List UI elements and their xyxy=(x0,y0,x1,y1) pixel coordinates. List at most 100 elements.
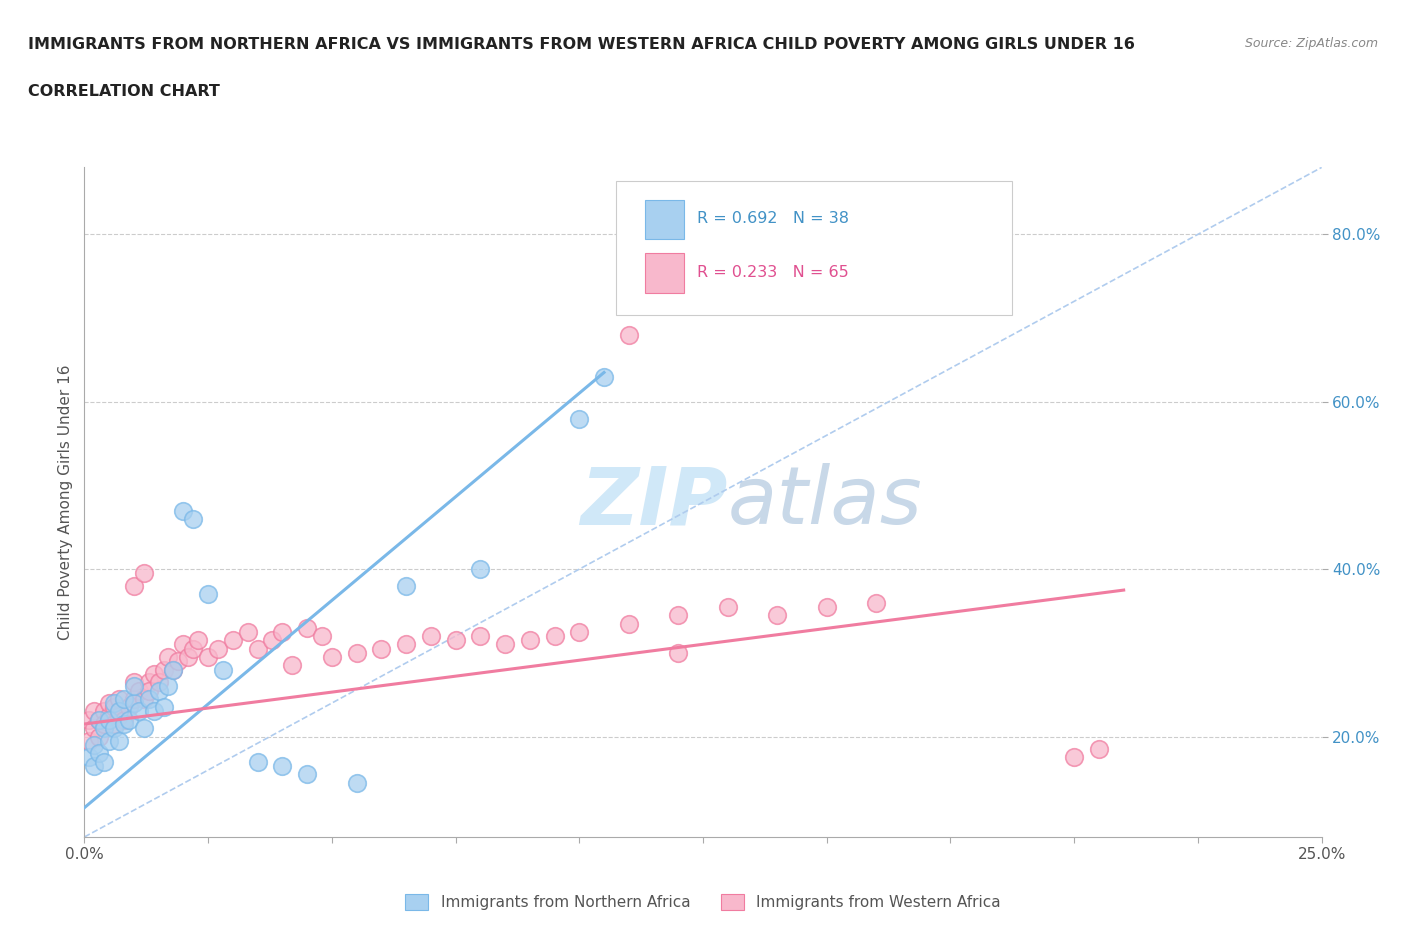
Point xyxy=(246,754,269,769)
Point xyxy=(103,717,125,732)
FancyBboxPatch shape xyxy=(616,180,1012,314)
Point xyxy=(142,666,165,681)
Point xyxy=(108,733,131,748)
Y-axis label: Child Poverty Among Girls Under 16: Child Poverty Among Girls Under 16 xyxy=(58,365,73,640)
Point xyxy=(370,642,392,657)
Point xyxy=(83,759,105,774)
Point xyxy=(617,327,640,342)
FancyBboxPatch shape xyxy=(645,253,685,293)
Point xyxy=(666,608,689,623)
Point xyxy=(138,683,160,698)
Text: ZIP: ZIP xyxy=(581,463,728,541)
Point xyxy=(181,642,204,657)
Point xyxy=(197,587,219,602)
Point xyxy=(132,565,155,580)
Point xyxy=(236,625,259,640)
Point xyxy=(79,712,101,727)
Point xyxy=(419,629,441,644)
Text: Source: ZipAtlas.com: Source: ZipAtlas.com xyxy=(1244,37,1378,50)
Point xyxy=(83,721,105,736)
Point xyxy=(593,369,616,384)
Point xyxy=(148,683,170,698)
Point xyxy=(395,578,418,593)
Point xyxy=(148,675,170,690)
Legend: Immigrants from Northern Africa, Immigrants from Western Africa: Immigrants from Northern Africa, Immigra… xyxy=(399,888,1007,916)
Point xyxy=(108,709,131,724)
Point xyxy=(118,712,141,727)
Point xyxy=(152,700,174,715)
Point xyxy=(395,637,418,652)
Point xyxy=(98,733,121,748)
Point xyxy=(666,645,689,660)
Point xyxy=(83,704,105,719)
Point xyxy=(187,632,209,647)
Point xyxy=(271,625,294,640)
Point xyxy=(122,578,145,593)
Point xyxy=(246,642,269,657)
Point xyxy=(89,712,111,727)
Point xyxy=(103,721,125,736)
Point xyxy=(295,620,318,635)
Point xyxy=(568,411,591,426)
Point xyxy=(162,662,184,677)
Point xyxy=(122,679,145,694)
Point xyxy=(543,629,565,644)
Point xyxy=(103,700,125,715)
Point xyxy=(93,754,115,769)
Text: CORRELATION CHART: CORRELATION CHART xyxy=(28,84,219,99)
Point xyxy=(1088,742,1111,757)
Point xyxy=(157,650,180,665)
Point xyxy=(172,503,194,518)
Point xyxy=(766,608,789,623)
Point xyxy=(108,704,131,719)
Point xyxy=(122,692,145,707)
Point xyxy=(89,729,111,744)
Point xyxy=(152,662,174,677)
Point xyxy=(132,721,155,736)
Point xyxy=(138,675,160,690)
Point xyxy=(103,696,125,711)
Point xyxy=(222,632,245,647)
Point xyxy=(112,692,135,707)
Point xyxy=(494,637,516,652)
Point xyxy=(93,704,115,719)
Point xyxy=(865,595,887,610)
Point xyxy=(568,625,591,640)
Point xyxy=(83,737,105,752)
Point xyxy=(295,766,318,781)
Point xyxy=(346,776,368,790)
Point xyxy=(138,692,160,707)
Point xyxy=(470,629,492,644)
Point xyxy=(93,721,115,736)
Point xyxy=(122,675,145,690)
Point xyxy=(132,692,155,707)
Text: R = 0.692   N = 38: R = 0.692 N = 38 xyxy=(697,211,849,227)
Point xyxy=(112,712,135,727)
Point xyxy=(108,692,131,707)
Point xyxy=(128,683,150,698)
Point xyxy=(262,632,284,647)
Point xyxy=(177,650,200,665)
Point xyxy=(197,650,219,665)
Text: IMMIGRANTS FROM NORTHERN AFRICA VS IMMIGRANTS FROM WESTERN AFRICA CHILD POVERTY : IMMIGRANTS FROM NORTHERN AFRICA VS IMMIG… xyxy=(28,37,1135,52)
Point xyxy=(93,717,115,732)
Point xyxy=(281,658,304,673)
Point xyxy=(167,654,190,669)
Point xyxy=(321,650,343,665)
Point xyxy=(470,562,492,577)
Point xyxy=(162,662,184,677)
Point xyxy=(128,704,150,719)
Point xyxy=(617,616,640,631)
Point xyxy=(89,746,111,761)
Point xyxy=(444,632,467,647)
Point xyxy=(98,709,121,724)
Text: R = 0.233   N = 65: R = 0.233 N = 65 xyxy=(697,265,849,280)
Point xyxy=(815,600,838,615)
Point xyxy=(118,700,141,715)
Point xyxy=(181,512,204,526)
Point xyxy=(157,679,180,694)
Point xyxy=(98,696,121,711)
Text: atlas: atlas xyxy=(728,463,922,541)
Point xyxy=(207,642,229,657)
Point xyxy=(79,750,101,764)
